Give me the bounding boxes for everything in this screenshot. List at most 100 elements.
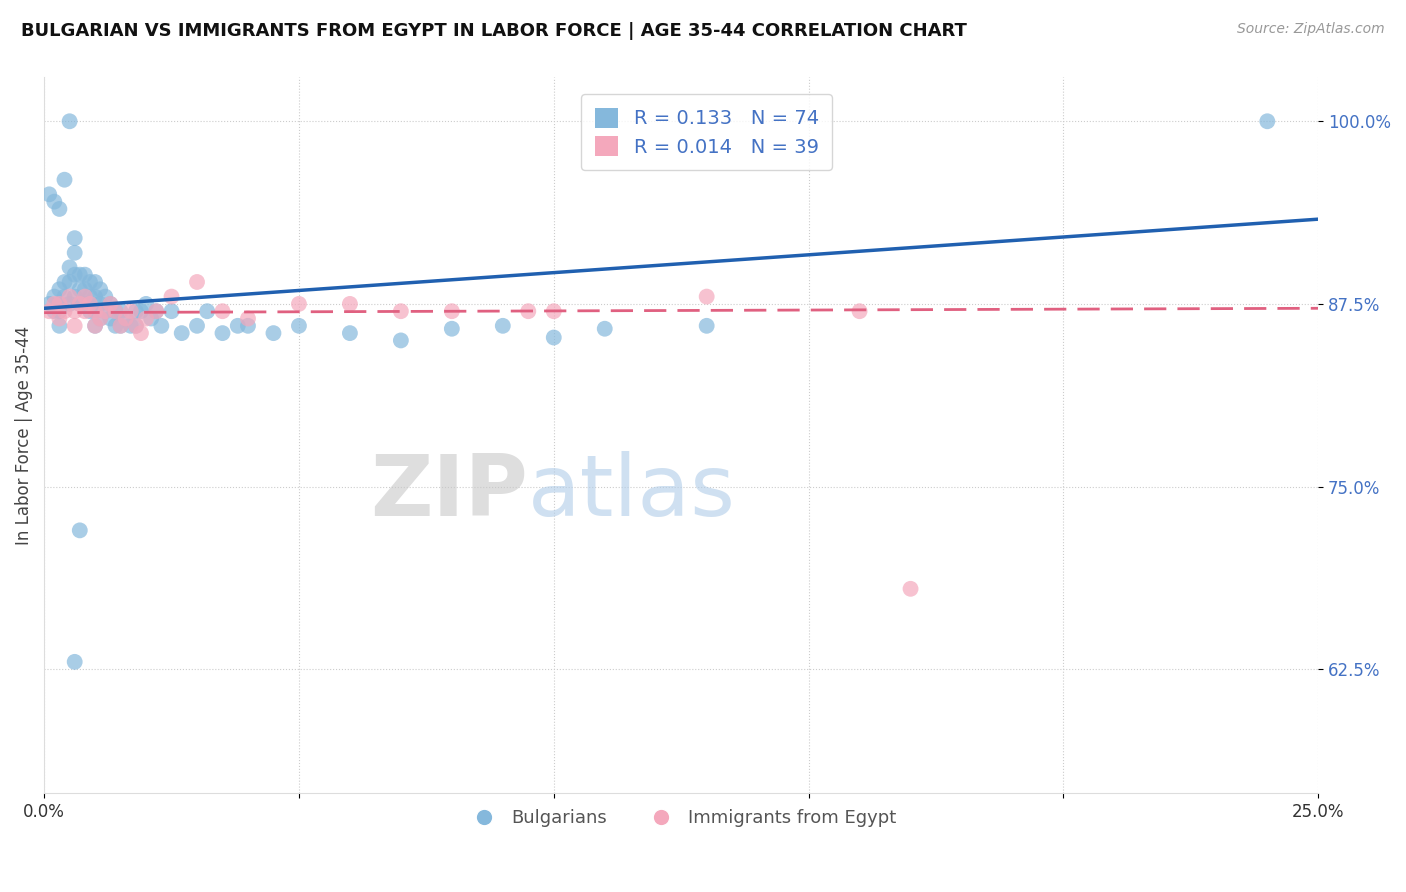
Point bbox=[236, 318, 259, 333]
Point bbox=[89, 311, 111, 326]
Point bbox=[288, 297, 311, 311]
Point bbox=[186, 275, 208, 289]
Point bbox=[226, 318, 249, 333]
Point bbox=[84, 318, 107, 333]
Point bbox=[69, 282, 91, 296]
Point bbox=[389, 334, 412, 348]
Point bbox=[84, 275, 107, 289]
Point bbox=[440, 322, 463, 336]
Point bbox=[58, 260, 80, 275]
Point bbox=[58, 290, 80, 304]
Point bbox=[48, 202, 70, 216]
Text: BULGARIAN VS IMMIGRANTS FROM EGYPT IN LABOR FORCE | AGE 35-44 CORRELATION CHART: BULGARIAN VS IMMIGRANTS FROM EGYPT IN LA… bbox=[21, 22, 967, 40]
Text: Source: ZipAtlas.com: Source: ZipAtlas.com bbox=[1237, 22, 1385, 37]
Point bbox=[58, 297, 80, 311]
Point bbox=[53, 304, 76, 318]
Point bbox=[543, 304, 565, 318]
Point bbox=[170, 326, 193, 340]
Point bbox=[63, 268, 86, 282]
Point bbox=[89, 282, 111, 296]
Point bbox=[63, 304, 86, 318]
Point bbox=[89, 311, 111, 326]
Point bbox=[593, 322, 616, 336]
Point bbox=[73, 268, 96, 282]
Point bbox=[58, 114, 80, 128]
Point bbox=[236, 311, 259, 326]
Point bbox=[38, 187, 60, 202]
Point bbox=[44, 290, 66, 304]
Point bbox=[38, 304, 60, 318]
Point bbox=[58, 275, 80, 289]
Point bbox=[73, 304, 96, 318]
Point bbox=[84, 304, 107, 318]
Point bbox=[69, 297, 91, 311]
Point bbox=[339, 297, 361, 311]
Point bbox=[160, 290, 183, 304]
Point bbox=[44, 297, 66, 311]
Point bbox=[517, 304, 540, 318]
Point bbox=[288, 318, 311, 333]
Point bbox=[900, 582, 922, 596]
Point bbox=[48, 297, 70, 311]
Point bbox=[125, 318, 148, 333]
Point bbox=[120, 318, 142, 333]
Point bbox=[73, 290, 96, 304]
Point bbox=[48, 282, 70, 296]
Point bbox=[44, 194, 66, 209]
Point bbox=[145, 304, 167, 318]
Point bbox=[53, 275, 76, 289]
Point bbox=[44, 304, 66, 318]
Point bbox=[98, 297, 121, 311]
Point bbox=[125, 304, 148, 318]
Y-axis label: In Labor Force | Age 35-44: In Labor Force | Age 35-44 bbox=[15, 326, 32, 545]
Point bbox=[186, 318, 208, 333]
Point bbox=[104, 304, 127, 318]
Point bbox=[129, 304, 152, 318]
Text: atlas: atlas bbox=[529, 451, 737, 534]
Point bbox=[389, 304, 412, 318]
Point bbox=[696, 318, 718, 333]
Point bbox=[73, 297, 96, 311]
Point bbox=[135, 297, 157, 311]
Point bbox=[48, 311, 70, 326]
Point bbox=[48, 297, 70, 311]
Point bbox=[69, 297, 91, 311]
Point bbox=[114, 311, 136, 326]
Point bbox=[440, 304, 463, 318]
Point bbox=[492, 318, 515, 333]
Point bbox=[79, 304, 101, 318]
Point bbox=[543, 330, 565, 344]
Point bbox=[84, 290, 107, 304]
Legend: Bulgarians, Immigrants from Egypt: Bulgarians, Immigrants from Egypt bbox=[458, 802, 904, 834]
Point bbox=[94, 290, 117, 304]
Point bbox=[160, 304, 183, 318]
Point bbox=[98, 311, 121, 326]
Point bbox=[98, 297, 121, 311]
Point bbox=[110, 318, 132, 333]
Point bbox=[696, 290, 718, 304]
Point bbox=[114, 311, 136, 326]
Point bbox=[84, 318, 107, 333]
Point bbox=[53, 290, 76, 304]
Point bbox=[120, 304, 142, 318]
Point bbox=[84, 304, 107, 318]
Text: ZIP: ZIP bbox=[371, 451, 529, 534]
Point bbox=[79, 297, 101, 311]
Point bbox=[79, 275, 101, 289]
Point bbox=[63, 655, 86, 669]
Point bbox=[104, 304, 127, 318]
Point bbox=[63, 245, 86, 260]
Point bbox=[110, 318, 132, 333]
Point bbox=[125, 318, 148, 333]
Point bbox=[150, 318, 173, 333]
Point bbox=[48, 318, 70, 333]
Point bbox=[94, 304, 117, 318]
Point bbox=[73, 282, 96, 296]
Point bbox=[139, 311, 162, 326]
Point bbox=[94, 304, 117, 318]
Point bbox=[211, 326, 233, 340]
Point bbox=[211, 304, 233, 318]
Point bbox=[38, 297, 60, 311]
Point bbox=[1256, 114, 1278, 128]
Point bbox=[69, 524, 91, 538]
